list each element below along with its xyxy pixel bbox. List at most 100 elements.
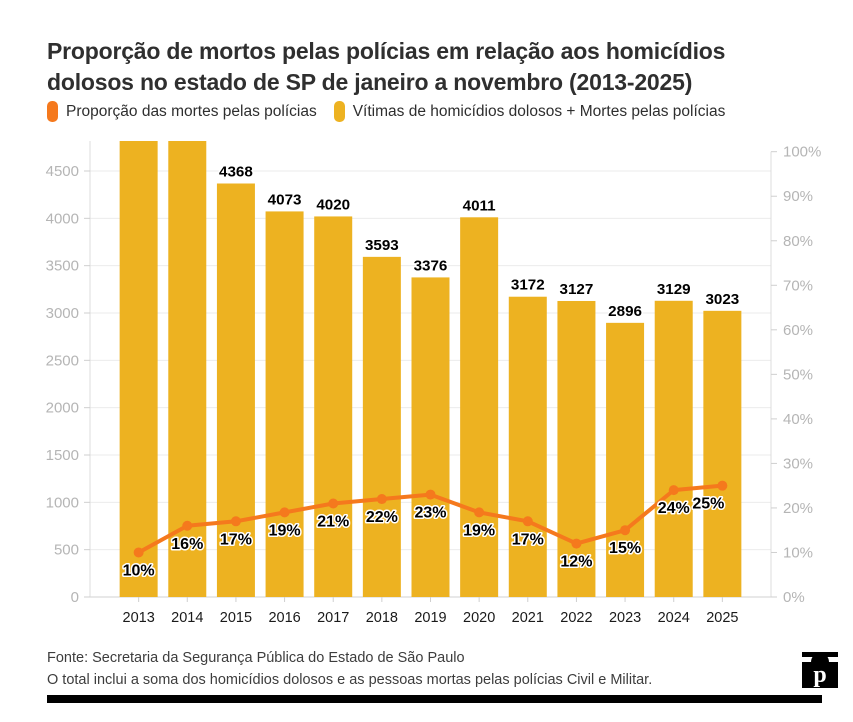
- right-axis-tick-label: 30%: [783, 455, 813, 472]
- bar-value-label: 4368: [219, 163, 253, 180]
- left-axis-tick-label: 3000: [46, 305, 79, 322]
- x-tick-label: 2016: [268, 610, 300, 626]
- line-marker: [376, 494, 387, 505]
- page-title: Proporção de mortos pelas polícias em re…: [47, 36, 837, 98]
- left-axis-tick-label: 2500: [46, 352, 79, 369]
- line-marker: [230, 516, 241, 527]
- line-marker: [668, 485, 679, 496]
- legend-label-bar-series: Vítimas de homicídios dolosos + Mortes p…: [352, 102, 726, 120]
- percent-label: 25%: [692, 496, 724, 513]
- bar: [703, 310, 742, 597]
- percent-label: 10%: [123, 562, 155, 579]
- percent-label: 19%: [463, 522, 495, 539]
- bar: [411, 277, 450, 597]
- x-tick-label: 2024: [658, 610, 690, 626]
- title-line-1: Proporção de mortos pelas polícias em re…: [47, 38, 726, 65]
- bar-value-label: 3172: [511, 277, 545, 294]
- bar: [362, 256, 401, 597]
- bar: [460, 217, 499, 598]
- line-marker: [522, 516, 533, 527]
- line-marker: [571, 538, 582, 549]
- bar: [216, 183, 255, 597]
- bar-value-label: 3129: [657, 281, 691, 298]
- legend: Proporção das mortes pelas polícias Víti…: [47, 101, 725, 122]
- bar-value-label: 4011: [463, 197, 497, 214]
- bar: [119, 141, 158, 597]
- percent-label: 19%: [269, 522, 301, 539]
- line-marker: [133, 547, 144, 558]
- legend-item-bar-series: Vítimas de homicídios dolosos + Mortes p…: [333, 101, 726, 122]
- bar-value-label: 4020: [316, 196, 350, 213]
- right-axis-tick-label: 40%: [783, 411, 813, 428]
- footer-source: Fonte: Secretaria da Segurança Pública d…: [47, 650, 465, 666]
- x-tick-label: 2021: [512, 610, 544, 626]
- footer-note: O total inclui a soma dos homicídios dol…: [47, 671, 653, 688]
- legend-swatch-line-series-icon: [47, 101, 58, 122]
- bar-value-label: 3127: [560, 281, 594, 298]
- percent-label: 22%: [366, 509, 398, 526]
- bar-value-label: 2896: [608, 303, 642, 320]
- percent-label: 12%: [560, 554, 592, 571]
- bar-value-label: 3376: [414, 257, 448, 274]
- x-tick-label: 2022: [560, 610, 592, 626]
- line-marker: [474, 507, 485, 518]
- bar: [606, 322, 645, 597]
- percent-label: 16%: [171, 536, 203, 553]
- x-tick-label: 2020: [463, 610, 495, 626]
- left-axis-tick-label: 2000: [46, 400, 79, 417]
- line-marker: [182, 520, 193, 531]
- bar-value-label: 3023: [705, 291, 739, 308]
- bar-value-label: 4073: [268, 191, 302, 208]
- brand-logo: p: [802, 652, 838, 688]
- legend-label-line-series: Proporção das mortes pelas polícias: [66, 102, 317, 120]
- x-tick-label: 2015: [220, 610, 252, 626]
- percent-label: 23%: [414, 505, 446, 522]
- x-tick-label: 2018: [366, 610, 398, 626]
- bar: [654, 300, 693, 597]
- left-axis-tick-label: 1500: [46, 447, 79, 464]
- bottom-divider-bar: [47, 695, 822, 703]
- line-marker: [717, 480, 728, 491]
- left-axis-tick-label: 0: [71, 589, 79, 606]
- bar-value-label: 3593: [365, 237, 399, 254]
- percent-label: 24%: [658, 500, 690, 517]
- bar: [265, 211, 304, 597]
- line-marker: [620, 525, 631, 536]
- percent-label: 15%: [609, 540, 641, 557]
- left-axis-tick-label: 4500: [46, 163, 79, 180]
- percent-label: 17%: [220, 531, 252, 548]
- x-tick-label: 2025: [706, 610, 738, 626]
- x-tick-label: 2019: [414, 610, 446, 626]
- legend-item-line-series: Proporção das mortes pelas polícias: [47, 101, 317, 122]
- left-axis-tick-label: 4000: [46, 210, 79, 227]
- footer: Fonte: Secretaria da Segurança Pública d…: [47, 648, 787, 691]
- legend-swatch-bar-series-icon: [333, 101, 345, 122]
- left-axis-tick-label: 3500: [46, 258, 79, 275]
- percent-label: 17%: [512, 531, 544, 548]
- line-marker: [279, 507, 290, 518]
- percent-label: 21%: [317, 513, 349, 530]
- logo-bridge-arch-icon: [811, 653, 829, 662]
- right-axis-tick-label: 100%: [783, 144, 821, 161]
- left-axis-tick-label: 500: [54, 542, 79, 559]
- right-axis-tick-label: 0%: [783, 589, 805, 606]
- right-axis-tick-label: 80%: [783, 233, 813, 250]
- right-axis-tick-label: 70%: [783, 277, 813, 294]
- right-axis-tick-label: 60%: [783, 322, 813, 339]
- right-axis-tick-label: 10%: [783, 544, 813, 561]
- x-tick-label: 2023: [609, 610, 641, 626]
- x-tick-label: 2014: [171, 610, 203, 626]
- left-axis-tick-label: 1000: [46, 494, 79, 511]
- bar: [314, 216, 353, 597]
- right-axis-tick-label: 20%: [783, 500, 813, 517]
- bar: [508, 296, 547, 597]
- title-line-2: dolosos no estado de SP de janeiro a nov…: [47, 69, 693, 96]
- x-tick-label: 2017: [317, 610, 349, 626]
- right-axis-tick-label: 90%: [783, 188, 813, 205]
- line-marker: [328, 498, 339, 509]
- line-marker: [425, 489, 436, 500]
- right-axis-tick-label: 50%: [783, 366, 813, 383]
- logo-letter: p: [813, 662, 826, 688]
